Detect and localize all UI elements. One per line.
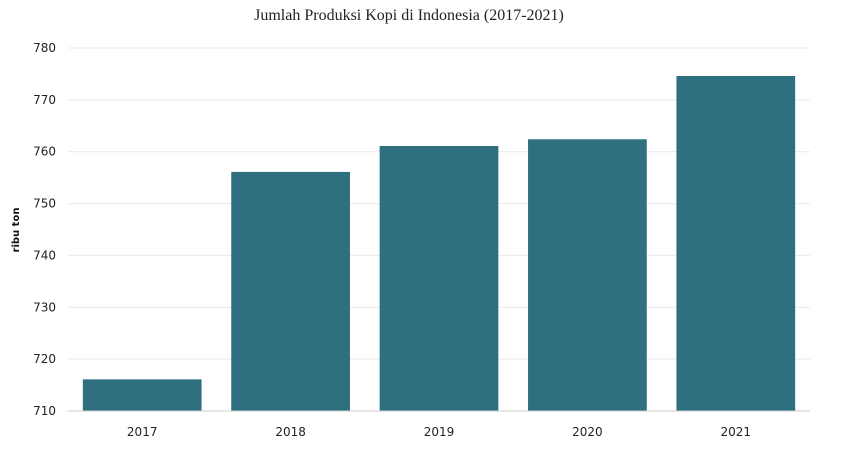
- y-tick-label: 710: [33, 404, 56, 418]
- bar-2020: [528, 139, 647, 412]
- y-tick-label: 740: [33, 248, 56, 262]
- bar-2021: [676, 76, 796, 411]
- y-tick-label: 730: [33, 300, 56, 314]
- x-tick-label: 2021: [721, 425, 752, 439]
- x-tick-label: 2020: [572, 425, 603, 439]
- y-tick-label: 770: [33, 93, 56, 107]
- y-axis-ticks: 710 720 730 740 750 760 770 780: [33, 41, 56, 418]
- x-tick-label: 2017: [127, 425, 158, 439]
- bar-2018: [231, 171, 350, 411]
- bar-2019: [379, 146, 499, 411]
- chart-title: Jumlah Produksi Kopi di Indonesia (2017-…: [254, 7, 564, 24]
- y-tick-label: 780: [33, 41, 56, 55]
- bar-2017: [82, 379, 202, 411]
- x-tick-label: 2018: [275, 425, 306, 439]
- bars: [82, 76, 796, 412]
- x-axis-ticks: 2017 2018 2019 2020 2021: [127, 425, 751, 439]
- x-tick-label: 2019: [424, 425, 455, 439]
- y-tick-label: 720: [33, 352, 56, 366]
- y-axis-label: ribu ton: [11, 208, 22, 253]
- y-tick-label: 760: [33, 145, 56, 159]
- y-tick-label: 750: [33, 197, 56, 211]
